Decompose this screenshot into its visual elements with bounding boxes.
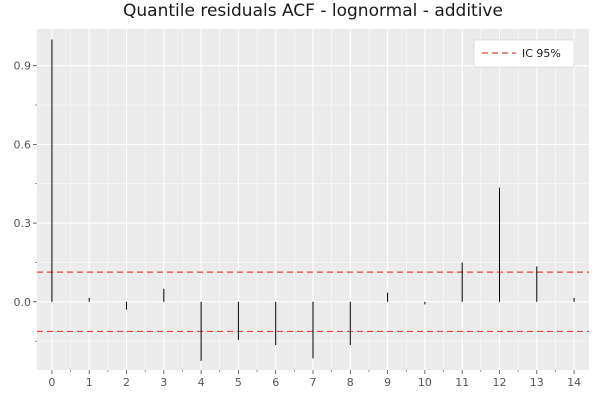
x-tick-label: 12 — [492, 376, 506, 389]
y-tick-label: 0.9 — [14, 60, 32, 73]
acf-bars — [51, 39, 575, 361]
chart-title: Quantile residuals ACF - lognormal - add… — [123, 1, 503, 21]
x-tick-label: 11 — [455, 376, 469, 389]
y-tick-label: 0.6 — [14, 138, 32, 151]
axes: 0 1 2 3 4 5 6 7 8 9 10 11 12 13 140.00.30.60.9 — [14, 60, 582, 389]
x-tick-label: 8 — [347, 376, 354, 389]
x-tick-label: 10 — [418, 376, 432, 389]
x-tick-label: 14 — [567, 376, 581, 389]
x-tick-label: 5 — [235, 376, 242, 389]
legend-box — [473, 39, 575, 68]
legend: IC 95% — [473, 39, 575, 68]
x-tick-label: 13 — [530, 376, 544, 389]
x-tick-label: 1 — [86, 376, 93, 389]
y-tick-label: 0.0 — [14, 296, 32, 309]
x-tick-label: 3 — [160, 376, 167, 389]
x-tick-label: 7 — [310, 376, 317, 389]
x-tick-label: 0 — [48, 376, 55, 389]
x-tick-label: 9 — [384, 376, 391, 389]
x-tick-label: 2 — [123, 376, 130, 389]
x-tick-label: 6 — [272, 376, 279, 389]
legend-label: IC 95% — [522, 47, 561, 60]
x-tick-label: 4 — [198, 376, 205, 389]
y-tick-label: 0.3 — [14, 217, 32, 230]
